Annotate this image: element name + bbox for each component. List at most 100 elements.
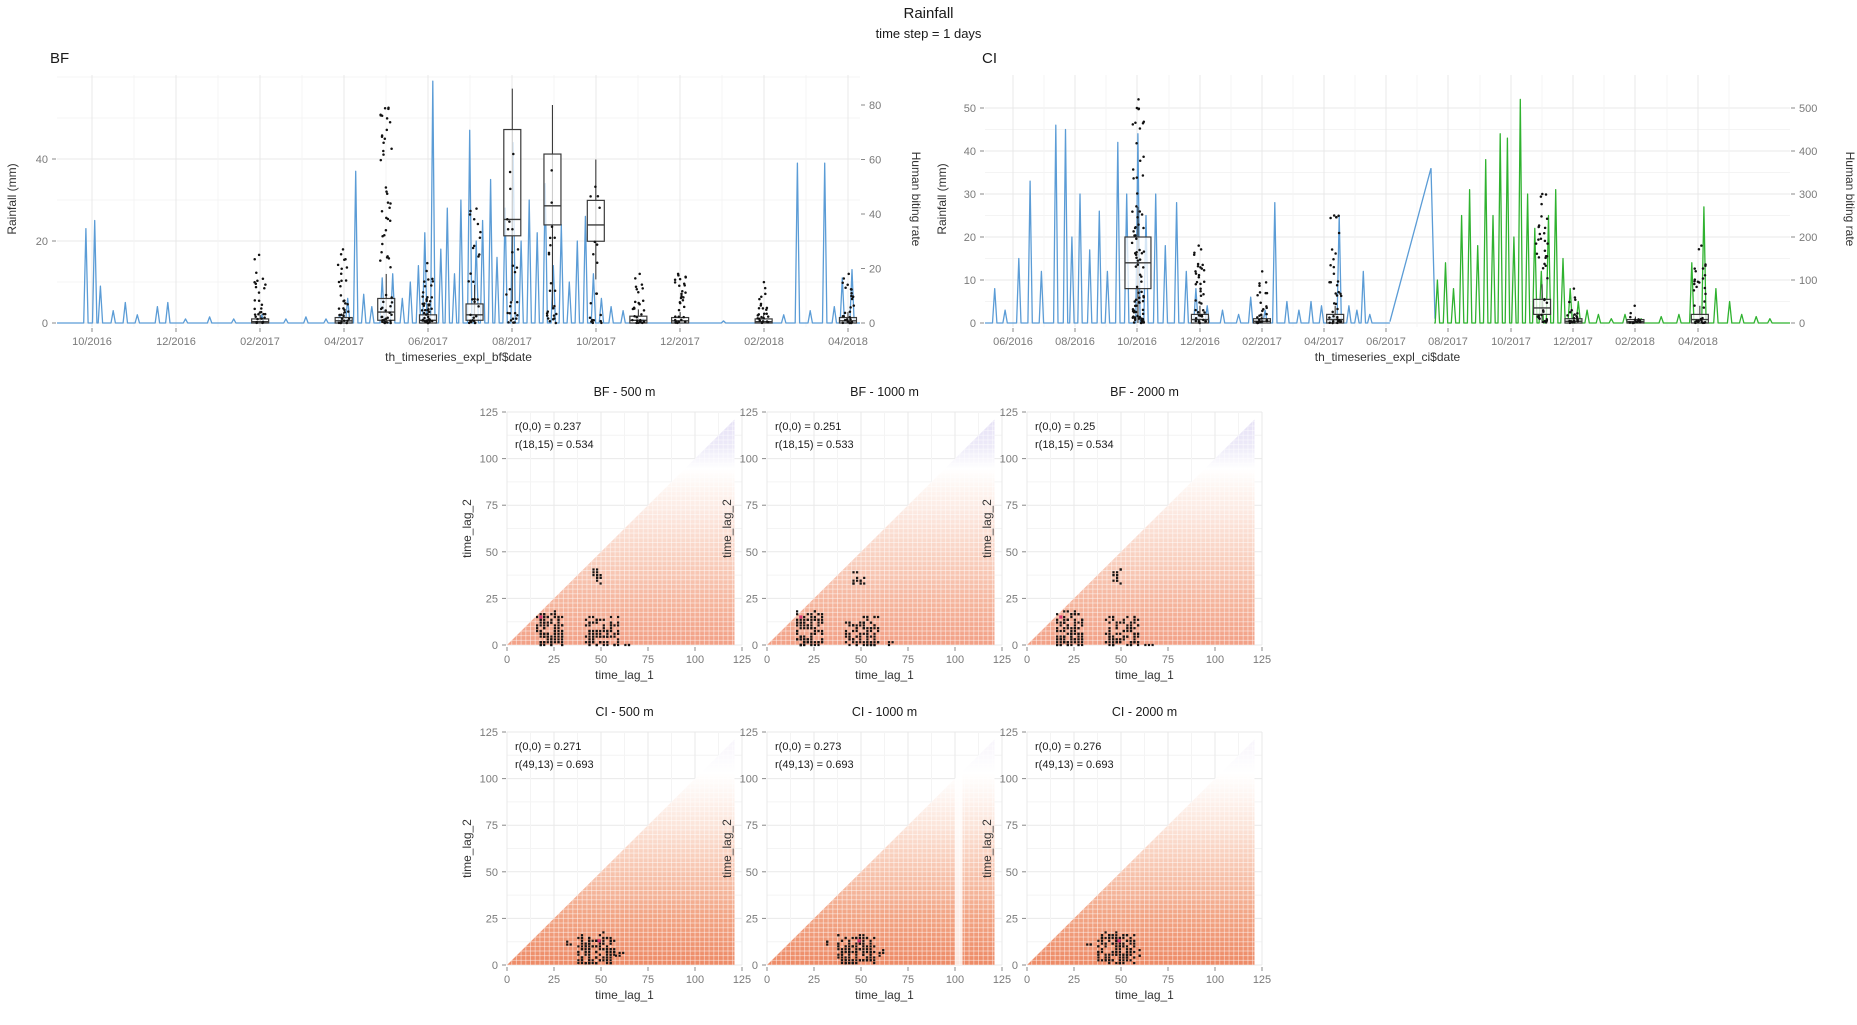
svg-text:0: 0	[1024, 974, 1030, 986]
svg-text:25: 25	[548, 654, 560, 666]
svg-text:r(0,0) = 0.271: r(0,0) = 0.271	[515, 741, 581, 753]
svg-text:10: 10	[964, 275, 976, 287]
svg-text:CI - 500 m: CI - 500 m	[595, 705, 653, 719]
heatmap-bf-2000m: r(0,0) = 0.25 r(18,15) = 0.534 0 25 50 75 100 1…	[980, 385, 1271, 682]
svg-text:time_lag_2: time_lag_2	[720, 499, 734, 558]
svg-text:300: 300	[1799, 189, 1817, 201]
svg-text:BF - 2000 m: BF - 2000 m	[1110, 385, 1179, 399]
svg-text:75: 75	[1006, 820, 1018, 832]
svg-text:r(0,0) = 0.237: r(0,0) = 0.237	[515, 421, 581, 433]
svg-text:0: 0	[1024, 654, 1030, 666]
annotation: r(0,0) = 0.251 r(18,15) = 0.533	[775, 421, 854, 451]
svg-text:0: 0	[1012, 640, 1018, 652]
svg-text:time_lag_2: time_lag_2	[980, 819, 994, 878]
svg-text:r(0,0) = 0.251: r(0,0) = 0.251	[775, 421, 841, 433]
svg-text:125: 125	[993, 974, 1011, 986]
svg-text:CI - 1000 m: CI - 1000 m	[852, 705, 917, 719]
svg-text:time_lag_1: time_lag_1	[595, 668, 654, 682]
svg-text:Rainfall (mm): Rainfall (mm)	[5, 163, 19, 234]
svg-text:50: 50	[1006, 867, 1018, 879]
max-corr-point	[1117, 939, 1121, 943]
svg-text:100: 100	[946, 654, 964, 666]
jitter-dots	[1130, 98, 1707, 325]
svg-text:125: 125	[740, 727, 758, 739]
svg-text:50: 50	[855, 654, 867, 666]
heatmap-ci-1000m: r(0,0) = 0.273 r(49,13) = 0.693 0 25 50 75 100…	[720, 705, 1011, 1002]
svg-text:25: 25	[746, 913, 758, 925]
svg-text:CI: CI	[982, 50, 997, 67]
svg-text:0: 0	[869, 318, 875, 330]
svg-text:75: 75	[1162, 654, 1174, 666]
svg-text:50: 50	[595, 654, 607, 666]
svg-text:06/2017: 06/2017	[1366, 336, 1406, 348]
svg-text:50: 50	[964, 103, 976, 115]
bf-timeseries-panel: 0 20 40 0 20 40 60 80 10/2016 12/2016 02/2017 04/20…	[5, 50, 923, 364]
svg-text:10/2017: 10/2017	[576, 336, 616, 348]
svg-text:r(18,15) = 0.534: r(18,15) = 0.534	[1035, 439, 1114, 451]
svg-text:125: 125	[480, 727, 498, 739]
svg-text:12/2016: 12/2016	[1180, 336, 1220, 348]
svg-text:04/2017: 04/2017	[1304, 336, 1344, 348]
svg-text:25: 25	[548, 974, 560, 986]
svg-text:0: 0	[42, 318, 48, 330]
svg-text:time_lag_2: time_lag_2	[460, 819, 474, 878]
svg-text:time_lag_2: time_lag_2	[720, 819, 734, 878]
svg-text:125: 125	[480, 407, 498, 419]
svg-text:50: 50	[1115, 654, 1127, 666]
svg-text:r(49,13) = 0.693: r(49,13) = 0.693	[515, 759, 594, 771]
svg-text:25: 25	[808, 654, 820, 666]
svg-text:02/2018: 02/2018	[744, 336, 784, 348]
figure-subtitle: time step = 1 days	[875, 26, 982, 41]
svg-text:20: 20	[36, 236, 48, 248]
svg-text:125: 125	[1000, 407, 1018, 419]
dot-cluster	[796, 571, 894, 647]
svg-text:75: 75	[486, 500, 498, 512]
svg-text:10/2017: 10/2017	[1491, 336, 1531, 348]
svg-text:Human biting rate: Human biting rate	[1843, 152, 1857, 247]
svg-text:75: 75	[902, 654, 914, 666]
svg-text:200: 200	[1799, 232, 1817, 244]
svg-text:100: 100	[946, 974, 964, 986]
annotation: r(0,0) = 0.271 r(49,13) = 0.693	[515, 741, 594, 771]
svg-text:125: 125	[740, 407, 758, 419]
svg-text:time_lag_1: time_lag_1	[1115, 988, 1174, 1002]
svg-text:12/2016: 12/2016	[156, 336, 196, 348]
svg-text:125: 125	[993, 654, 1011, 666]
max-corr-point	[597, 939, 601, 943]
svg-text:100: 100	[740, 454, 758, 466]
svg-text:time_lag_1: time_lag_1	[595, 988, 654, 1002]
svg-text:25: 25	[486, 913, 498, 925]
annotation: r(0,0) = 0.237 r(18,15) = 0.534	[515, 421, 594, 451]
svg-text:20: 20	[964, 232, 976, 244]
svg-text:04/2018: 04/2018	[828, 336, 868, 348]
svg-text:10/2016: 10/2016	[72, 336, 112, 348]
svg-text:10/2016: 10/2016	[1117, 336, 1157, 348]
svg-text:50: 50	[746, 547, 758, 559]
max-corr-point	[857, 939, 861, 943]
svg-text:100: 100	[1206, 974, 1224, 986]
svg-text:400: 400	[1799, 146, 1817, 158]
grid	[57, 75, 860, 327]
svg-text:100: 100	[686, 654, 704, 666]
svg-text:r(0,0) = 0.273: r(0,0) = 0.273	[775, 741, 841, 753]
svg-text:r(0,0) = 0.25: r(0,0) = 0.25	[1035, 421, 1095, 433]
svg-text:08/2016: 08/2016	[1055, 336, 1095, 348]
svg-text:50: 50	[486, 547, 498, 559]
svg-text:time_lag_2: time_lag_2	[980, 499, 994, 558]
svg-text:100: 100	[1206, 654, 1224, 666]
annotation: r(0,0) = 0.25 r(18,15) = 0.534	[1035, 421, 1114, 451]
svg-text:time_lag_1: time_lag_1	[855, 668, 914, 682]
heatmap-bf-500m: r(0,0) = 0.237 r(18,15) = 0.534 0 25 50 75 100…	[460, 385, 751, 682]
svg-text:40: 40	[36, 154, 48, 166]
svg-text:12/2017: 12/2017	[660, 336, 700, 348]
annotation: r(0,0) = 0.273 r(49,13) = 0.693	[775, 741, 854, 771]
svg-text:r(18,15) = 0.533: r(18,15) = 0.533	[775, 439, 854, 451]
svg-text:20: 20	[869, 264, 881, 276]
svg-text:125: 125	[733, 974, 751, 986]
